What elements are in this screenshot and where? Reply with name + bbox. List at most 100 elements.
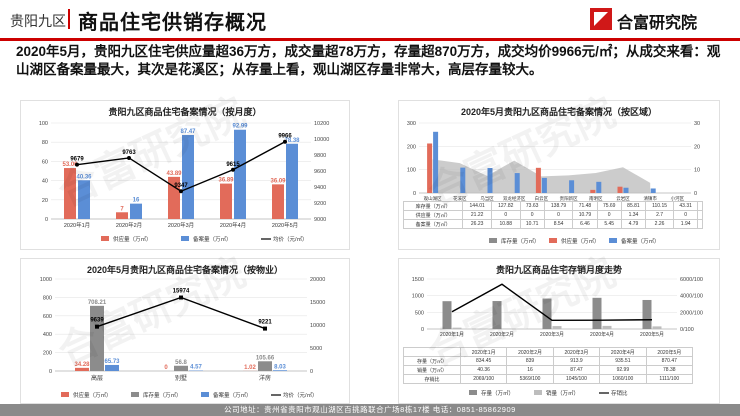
y2-tick-label: 4000/100 — [680, 294, 703, 300]
header: 贵阳九区 商品住宅供销存概况 合富研究院 — [0, 0, 740, 40]
area-stock — [432, 159, 651, 193]
bar-sales — [234, 129, 246, 219]
table-cell: 2.26 — [645, 219, 675, 229]
table-cell: 2069/100 — [459, 374, 508, 384]
bar-supply — [220, 183, 232, 219]
column-header: 2020年2月 — [506, 347, 554, 357]
y-tick-label: 0 — [45, 217, 48, 223]
table-cell: 0 — [596, 210, 622, 220]
y-tick-label: 600 — [43, 314, 52, 320]
data-label: 9763 — [122, 150, 136, 156]
legend-swatch — [489, 238, 497, 243]
table-cell: 4.79 — [620, 219, 647, 229]
bar-supply — [272, 184, 284, 219]
x-tick-label: 2020年3月 — [540, 331, 564, 338]
y2-tick-label: 5000 — [310, 346, 322, 352]
table-cell: 75.69 — [596, 201, 622, 211]
line-point — [179, 189, 183, 194]
x-tick-label: 贵阳新区 — [560, 195, 578, 202]
x-tick-label: 2020年4月 — [220, 221, 246, 229]
y-tick-label: 1000 — [412, 294, 424, 300]
table-row: 销量（万㎡） 40.36 16 87.47 92.99 78.38 — [403, 365, 694, 375]
y-tick-label: 0 — [421, 327, 424, 333]
series-line-price — [96, 296, 266, 330]
bar-sales — [552, 326, 562, 329]
data-label: 4.57 — [190, 365, 202, 371]
legend-label: 库存量（万㎡） — [143, 391, 182, 399]
y-tick-label: 100 — [39, 121, 48, 127]
table-cell: 127.82 — [490, 201, 521, 211]
column-header: 2020年3月 — [552, 347, 601, 357]
row-header: 备案量（万㎡） — [402, 219, 464, 229]
summary-text: 2020年5月，贵阳九区住宅供应量超36万方，成交量超78万方，存量超870万方… — [16, 44, 721, 77]
y2-tick-label: 0 — [694, 191, 697, 197]
y2-tick-label: 10000 — [314, 137, 329, 143]
data-label: 7 — [120, 206, 124, 212]
table-cell: 1045/100 — [552, 374, 601, 384]
column-header: 2020年5月 — [645, 347, 694, 357]
y2-tick-label: 10000 — [310, 323, 325, 329]
legend-swatch — [101, 236, 109, 241]
legend-label: 均价（元/㎡） — [273, 235, 308, 243]
data-label: 9347 — [174, 183, 188, 189]
x-tick-label: 白云区 — [535, 195, 549, 202]
data-label: 0 — [164, 365, 168, 371]
data-label: 105.66 — [256, 355, 275, 361]
y-tick-label: 500 — [415, 310, 424, 316]
table-cell: 0 — [543, 210, 574, 220]
legend-label: 备案量（万㎡） — [193, 235, 232, 243]
data-label: 65.73 — [104, 359, 120, 365]
table-cell: 43.31 — [673, 201, 699, 211]
x-tick-label: 南明区 — [589, 195, 603, 202]
y-tick-label: 20 — [42, 198, 48, 204]
legend-label: 备案量（万㎡） — [621, 237, 660, 245]
table-cell: 16 — [506, 365, 554, 375]
bar-sales — [596, 181, 602, 193]
table-cell — [697, 201, 703, 211]
column-header: 2020年4月 — [599, 347, 647, 357]
chart-district: 0 100 200 300 0 10 20 30 观山湖区 花溪区 乌当区 双龙经济区 白云区 贵阳新区 南… — [407, 121, 700, 245]
x-tick-label: 观山湖区 — [424, 195, 442, 202]
data-label: 36.09 — [270, 178, 286, 184]
data-table: 2020年1月 2020年2月 2020年3月 2020年4月 2020年5月 存量（万㎡… — [403, 347, 694, 384]
table-cell: 87.47 — [552, 365, 601, 375]
data-label: 40.36 — [76, 174, 92, 180]
y2-tick-label: 20000 — [310, 277, 325, 283]
chart-panel-stock: 贵阳九区商品住宅存销月度走势 0 500 1000 1500 0/100 2000/100… — [398, 258, 720, 404]
bar-stock — [174, 365, 188, 371]
table-cell: 71.48 — [572, 201, 598, 211]
legend-label: 存销比 — [611, 389, 628, 397]
x-tick-label: 高层 — [91, 374, 103, 382]
x-tick-label: 2020年2月 — [116, 221, 142, 229]
bar-sales — [502, 328, 512, 329]
table-cell — [697, 219, 703, 229]
legend-swatch — [201, 392, 209, 397]
column-header: 2020年1月 — [459, 347, 508, 357]
row-header: 供应量（万㎡） — [402, 210, 464, 220]
y2-tick-label: 20 — [694, 144, 700, 150]
table-cell: 8.54 — [543, 219, 574, 229]
bar-supply — [617, 186, 623, 193]
bar-sales — [602, 325, 612, 329]
chart-property: 020040060080010000500010000150002000034.… — [40, 277, 326, 399]
table-cell: 110.15 — [645, 201, 675, 211]
data-label: 1.02 — [244, 365, 256, 371]
bar-sales — [650, 188, 656, 193]
bar-sales — [286, 143, 298, 219]
legend-label: 存量（万㎡） — [481, 389, 514, 397]
y2-tick-label: 30 — [694, 121, 700, 127]
line-point — [263, 326, 267, 331]
bar-sales — [182, 135, 194, 219]
legend-label: 备案量（万㎡） — [213, 391, 252, 399]
x-tick-label: 花溪区 — [453, 195, 467, 202]
y-tick-label: 0 — [49, 369, 52, 375]
footer: 公司地址：贵州省贵阳市观山湖区百挑路联合广场8栋17楼 电话：0851-8586… — [0, 404, 740, 416]
bar-sales — [487, 168, 493, 193]
chart-title: 贵阳九区商品住宅存销月度走势 — [495, 265, 622, 275]
legend-label: 供应量（万㎡） — [561, 237, 600, 245]
table-cell: 10.88 — [490, 219, 521, 229]
y2-tick-label: 15000 — [310, 300, 325, 306]
x-tick-label: 洋房 — [259, 374, 271, 382]
table-cell: 1060/100 — [599, 374, 647, 384]
table-cell: 870.47 — [645, 356, 694, 366]
